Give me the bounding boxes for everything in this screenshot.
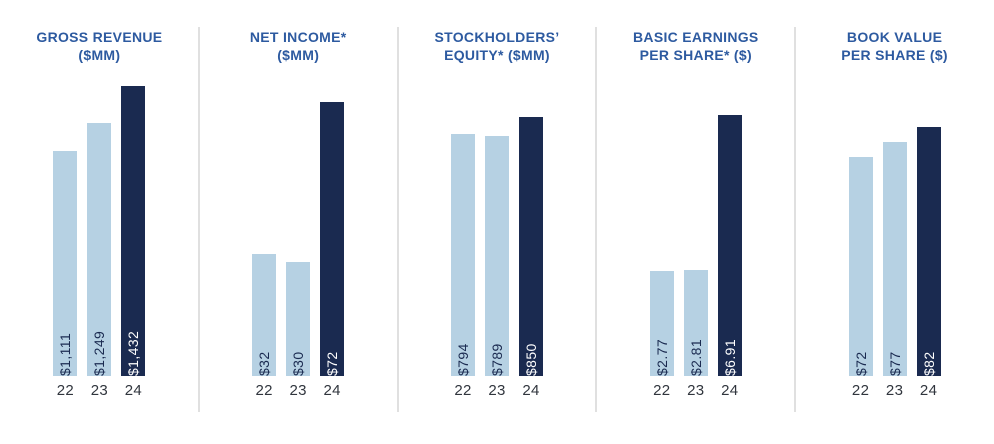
chart-title: STOCKHOLDERS’ EQUITY* ($MM) [398, 28, 597, 65]
chart-section-gross-revenue-mm: GROSS REVENUE ($MM) $1,111 $1,249 $1,432 22 23… [0, 0, 200, 444]
year-label: 24 [124, 382, 143, 399]
year-label: 24 [721, 382, 739, 399]
chart-title: BOOK VALUE PER SHARE ($) [795, 28, 994, 65]
bar-value-label: $32 [256, 351, 273, 376]
plot-area: $2.77 $2.81 $6.91 [596, 65, 795, 376]
chart-title-line: BOOK VALUE [846, 29, 943, 45]
bar-23: $77 [882, 142, 907, 376]
bar-22: $1,111 [53, 151, 78, 376]
bar-24: $6.91 [717, 115, 742, 376]
column-divider [595, 27, 598, 412]
bar-23: $30 [286, 262, 311, 376]
bar-value-label: $72 [324, 351, 341, 376]
column-divider [794, 27, 797, 412]
bar-22: $32 [252, 254, 277, 376]
chart-section-book-value-per-share: BOOK VALUE PER SHARE ($) $72 $77 $82 22 23 24 [795, 0, 994, 444]
x-axis-labels: 22 23 24 [596, 382, 795, 399]
chart-section-stockholders-equity-mm: STOCKHOLDERS’ EQUITY* ($MM) $794 $789 $850 22… [398, 0, 598, 444]
bar-23: $2.81 [683, 270, 708, 376]
column-divider [197, 27, 200, 412]
chart-title-line: GROSS REVENUE [36, 29, 163, 45]
bar-value-label: $2.77 [653, 338, 670, 376]
year-label: 23 [885, 382, 904, 399]
bar-value-label: $82 [920, 351, 937, 376]
bar-23: $1,249 [87, 123, 112, 376]
bar-value-label: $794 [454, 343, 471, 376]
chart-title-line: ($MM) [78, 47, 121, 63]
bar-value-label: $850 [522, 343, 539, 376]
chart-title-line: STOCKHOLDERS’ [434, 29, 560, 45]
bar-value-label: $789 [488, 343, 505, 376]
chart-title-line: ($MM) [277, 47, 320, 63]
year-label: 22 [56, 382, 75, 399]
year-label: 23 [90, 382, 109, 399]
bar-value-label: $72 [852, 351, 869, 376]
bar-value-label: $1,111 [57, 332, 74, 376]
year-label: 23 [687, 382, 705, 399]
x-axis-labels: 22 23 24 [795, 382, 994, 399]
chart-title: GROSS REVENUE ($MM) [0, 28, 199, 65]
bar-23: $789 [484, 136, 509, 376]
year-label: 22 [454, 382, 472, 399]
chart-title-line: NET INCOME* [249, 29, 347, 45]
bar-24: $850 [518, 117, 543, 376]
plot-area: $32 $30 $72 [199, 65, 398, 376]
bar-value-label: $6.91 [721, 338, 738, 376]
year-label: 24 [323, 382, 341, 399]
chart-title-line: PER SHARE ($) [841, 47, 948, 63]
x-axis-labels: 22 23 24 [398, 382, 597, 399]
chart-title: BASIC EARNINGS PER SHARE* ($) [596, 28, 795, 65]
column-divider [396, 27, 399, 412]
bar-22: $72 [848, 157, 873, 376]
bar-22: $794 [450, 134, 475, 376]
chart-title-line: EQUITY* ($MM) [444, 47, 550, 63]
year-label: 23 [488, 382, 506, 399]
bar-value-label: $1,432 [125, 330, 142, 376]
bar-24: $1,432 [121, 86, 146, 376]
bar-value-label: $2.81 [687, 338, 704, 376]
year-label: 24 [919, 382, 938, 399]
chart-section-net-income-mm: NET INCOME* ($MM) $32 $30 $72 22 23 24 [199, 0, 399, 444]
year-label: 22 [653, 382, 671, 399]
x-axis-labels: 22 23 24 [199, 382, 398, 399]
chart-title: NET INCOME* ($MM) [199, 28, 398, 65]
plot-area: $72 $77 $82 [795, 65, 994, 376]
year-label: 22 [851, 382, 870, 399]
bar-22: $2.77 [649, 271, 674, 376]
bar-value-label: $77 [886, 351, 903, 376]
year-label: 23 [289, 382, 307, 399]
bar-24: $82 [916, 127, 941, 376]
plot-area: $1,111 $1,249 $1,432 [0, 65, 199, 376]
chart-title-line: BASIC EARNINGS [633, 29, 759, 45]
year-label: 24 [522, 382, 540, 399]
bar-24: $72 [320, 102, 345, 376]
chart-section-basic-earnings-per-share: BASIC EARNINGS PER SHARE* ($) $2.77 $2.81 $6… [596, 0, 797, 444]
bar-value-label: $1,249 [91, 330, 108, 376]
year-label: 22 [255, 382, 273, 399]
chart-title-line: PER SHARE* ($) [639, 47, 752, 63]
x-axis-labels: 22 23 24 [0, 382, 199, 399]
bar-value-label: $30 [290, 351, 307, 376]
plot-area: $794 $789 $850 [398, 65, 597, 376]
